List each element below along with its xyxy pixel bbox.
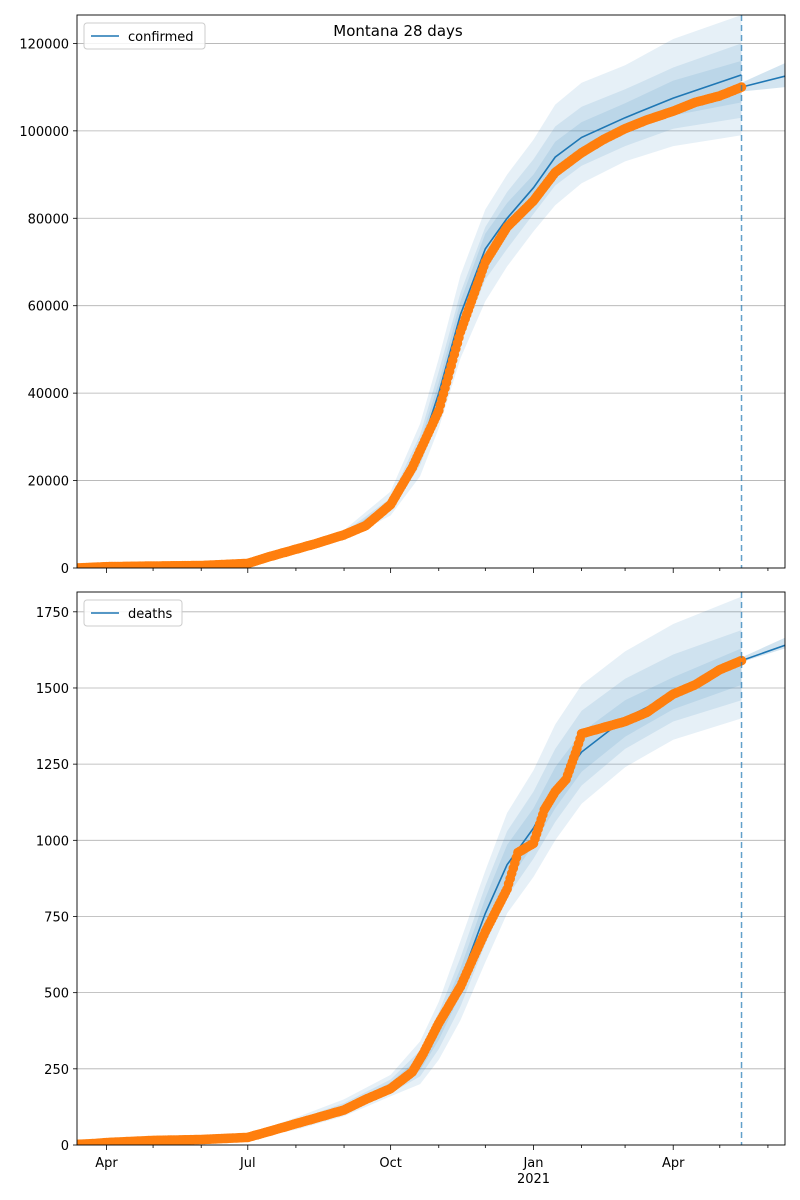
- deaths-panel: 0 250 500 750 1000 1250 1500 1750 deaths: [36, 591, 786, 1154]
- observed-series: [77, 655, 747, 1145]
- y-tick-label: 1000: [36, 834, 69, 849]
- y-tick-label: 0: [61, 1139, 69, 1154]
- y-tick-label: 1500: [36, 682, 69, 697]
- x-year-label: 2021: [517, 1172, 550, 1187]
- legend-box: [83, 599, 183, 627]
- uncertainty-band-1: [77, 596, 742, 1144]
- x-tick-label: Apr: [95, 1156, 118, 1171]
- legend-label: confirmed: [128, 30, 194, 45]
- legend-label: deaths: [128, 607, 173, 622]
- x-tick-label: Apr: [662, 1156, 685, 1171]
- uncertainty-band-3: [77, 648, 742, 1144]
- plot-area: [77, 596, 785, 1145]
- y-tick-label: 1750: [36, 606, 69, 621]
- y-tick-label: 1250: [36, 758, 69, 773]
- y-tick-label: 80000: [28, 212, 69, 227]
- y-tick-label: 0: [61, 562, 69, 577]
- y-tick-label: 100000: [19, 125, 69, 140]
- plot-area: [77, 15, 785, 568]
- legend: deaths: [83, 599, 183, 627]
- legend: confirmed: [83, 22, 206, 50]
- y-tick-label: 60000: [28, 300, 69, 315]
- x-tick-label: Jul: [239, 1156, 256, 1171]
- y-tick-label: 40000: [28, 387, 69, 402]
- forecast-line: [741, 644, 785, 662]
- forecast-line: [741, 75, 785, 88]
- chart-title: Montana 28 days: [333, 22, 463, 40]
- observed-point: [736, 655, 747, 666]
- y-tick-label: 120000: [19, 37, 69, 52]
- confirmed-panel: 0 20000 40000 60000 80000 100000 120000 confirm…: [19, 14, 786, 577]
- uncertainty-band-2: [77, 43, 742, 568]
- y-tick-label: 20000: [28, 475, 69, 490]
- axes-frame: [76, 14, 786, 569]
- y-tick-label: 500: [44, 987, 69, 1002]
- axes-frame: [76, 591, 786, 1146]
- y-tick-label: 250: [44, 1063, 69, 1078]
- legend-box: [83, 22, 206, 50]
- observed-series: [77, 82, 747, 568]
- x-tick-label: Oct: [379, 1156, 401, 1171]
- y-tick-label: 750: [44, 910, 69, 925]
- x-tick-label: Jan: [522, 1156, 543, 1171]
- x-axis-ticks: Apr Jul Oct Jan Apr 2021: [95, 1156, 685, 1187]
